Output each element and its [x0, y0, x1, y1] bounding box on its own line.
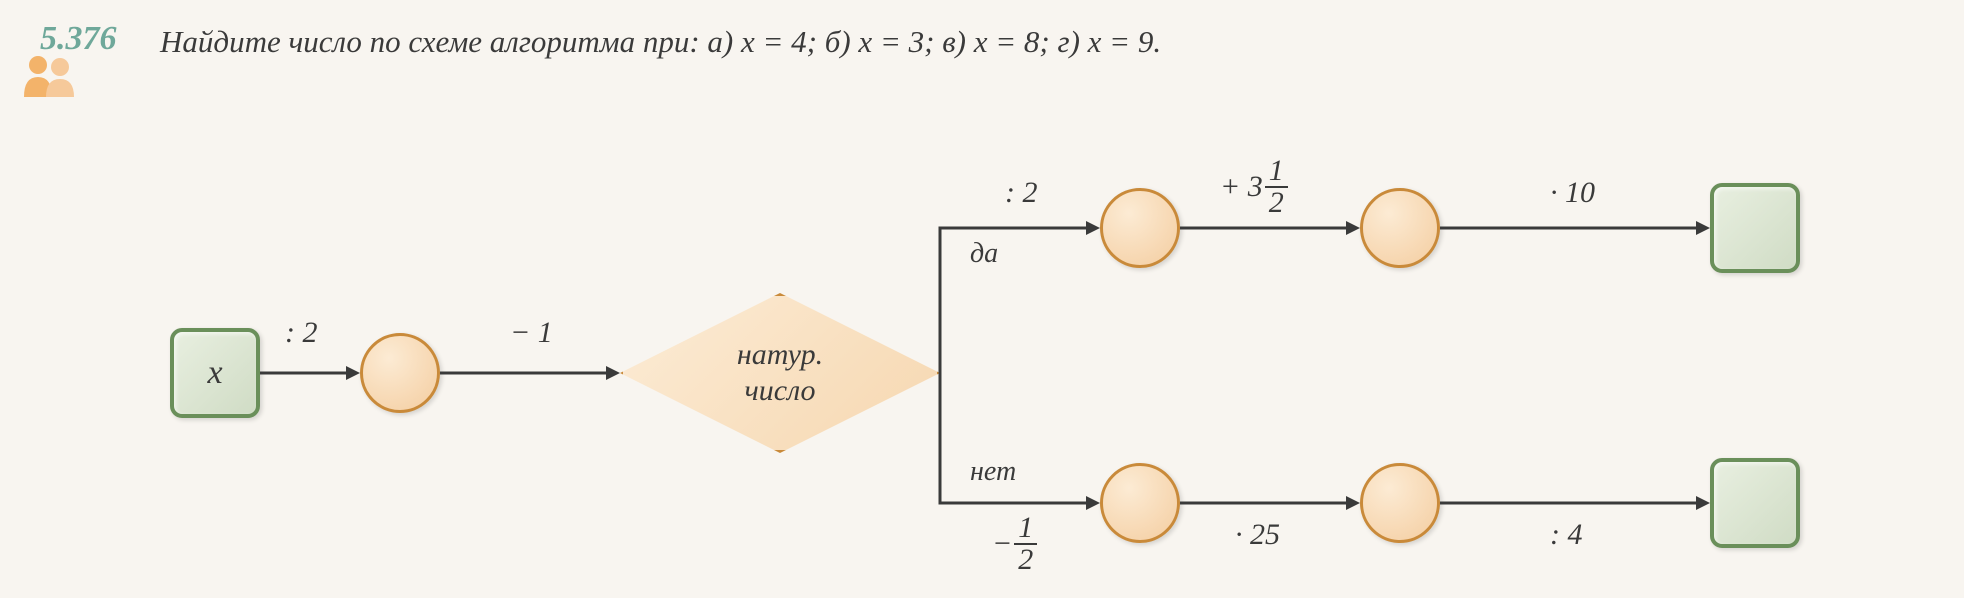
- yes-circle-1: [1100, 188, 1180, 268]
- decision-line2: число: [737, 373, 823, 409]
- people-icon: [20, 53, 80, 98]
- arrow-yes-2: [1180, 218, 1360, 238]
- algorithm-diagram: x : 2 − 1 натур. число да : 2 +: [20, 138, 1920, 578]
- option-g-eq: = 9.: [1109, 24, 1161, 59]
- yes-op1-label: : 2: [1005, 176, 1038, 210]
- no-circle-2: [1360, 463, 1440, 543]
- option-g-var: x: [1088, 24, 1102, 59]
- option-g-label: г): [1057, 24, 1079, 59]
- yes-op2-den: 2: [1265, 188, 1288, 218]
- decision-line1: натур.: [737, 337, 823, 373]
- yes-op2-label: + 3 1 2: [1220, 156, 1288, 218]
- no-op1-label: − 1 2: [992, 513, 1037, 575]
- no-op2-label: · 25: [1235, 518, 1280, 552]
- arrow-yes-1: [940, 218, 1100, 383]
- start-node: x: [170, 328, 260, 418]
- no-op1-num: 1: [1014, 513, 1037, 545]
- op2-label: − 1: [510, 316, 553, 350]
- no-result-box: [1710, 458, 1800, 548]
- option-v-var: x: [974, 24, 988, 59]
- no-op1-den: 2: [1014, 545, 1037, 575]
- arrow-no-1: [940, 373, 1100, 523]
- yes-op2-prefix: + 3: [1220, 170, 1263, 204]
- option-v-eq: = 8;: [995, 24, 1050, 59]
- yes-op3-label: · 10: [1550, 176, 1595, 210]
- option-b-label: б): [825, 24, 851, 59]
- yes-circle-2: [1360, 188, 1440, 268]
- op1-label: : 2: [285, 316, 318, 350]
- problem-text: Найдите число по схеме алгоритма при: а)…: [160, 20, 1161, 60]
- prompt-text: Найдите число по схеме алгоритма при:: [160, 24, 700, 59]
- arrow-1: [260, 363, 360, 383]
- yes-result-box: [1710, 183, 1800, 273]
- option-a-var: x: [741, 24, 755, 59]
- arrow-no-2: [1180, 493, 1360, 513]
- no-circle-1: [1100, 463, 1180, 543]
- option-b-eq: = 3;: [880, 24, 935, 59]
- start-label: x: [207, 354, 222, 392]
- arrow-yes-3: [1440, 218, 1710, 238]
- no-op1-prefix: −: [992, 527, 1012, 561]
- decision-node: натур. число: [620, 293, 940, 453]
- no-op3-label: : 4: [1550, 518, 1583, 552]
- arrow-no-3: [1440, 493, 1710, 513]
- option-a-label: а): [707, 24, 733, 59]
- option-v-label: в): [942, 24, 966, 59]
- arrow-2: [440, 363, 620, 383]
- result-circle-1: [360, 333, 440, 413]
- yes-label: да: [970, 238, 998, 270]
- option-b-var: x: [858, 24, 872, 59]
- yes-op2-num: 1: [1265, 156, 1288, 188]
- no-label: нет: [970, 456, 1016, 488]
- option-a-eq: = 4;: [763, 24, 818, 59]
- problem-statement: 5.376 Найдите число по схеме алгоритма п…: [20, 20, 1944, 98]
- left-column: 5.376: [20, 20, 130, 98]
